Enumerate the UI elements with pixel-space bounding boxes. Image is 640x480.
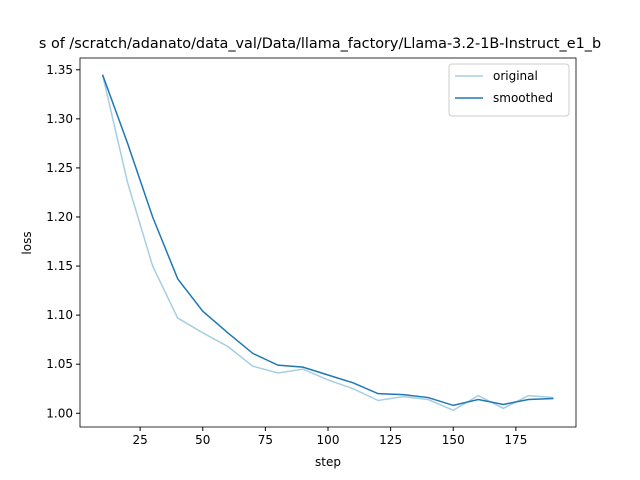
x-axis-label: step [315, 455, 341, 469]
x-tick-label: 125 [379, 433, 402, 447]
series-line [101, 74, 554, 407]
y-tick-label: 1.15 [46, 259, 73, 273]
y-tick-label: 1.20 [46, 210, 73, 224]
y-tick-label: 1.25 [46, 161, 73, 175]
legend-label: smoothed [493, 91, 553, 105]
chart-title: s of /scratch/adanato/data_val/Data/llam… [39, 36, 601, 52]
legend-label: original [493, 69, 538, 83]
plot-frame [79, 57, 577, 428]
series-line [101, 74, 554, 412]
y-tick-label: 1.05 [46, 357, 73, 371]
y-tick-label: 1.30 [46, 112, 73, 126]
legend-box [448, 63, 570, 117]
y-axis-label: loss [20, 231, 34, 254]
y-tick-label: 1.10 [46, 308, 73, 322]
y-tick-label: 1.35 [46, 63, 73, 77]
x-tick-label: 150 [442, 433, 465, 447]
x-tick-label: 175 [504, 433, 527, 447]
y-tick-label: 1.00 [46, 406, 73, 420]
x-tick-label: 75 [258, 433, 273, 447]
x-tick-label: 50 [195, 433, 210, 447]
x-tick-label: 25 [132, 433, 147, 447]
x-tick-label: 100 [317, 433, 340, 447]
